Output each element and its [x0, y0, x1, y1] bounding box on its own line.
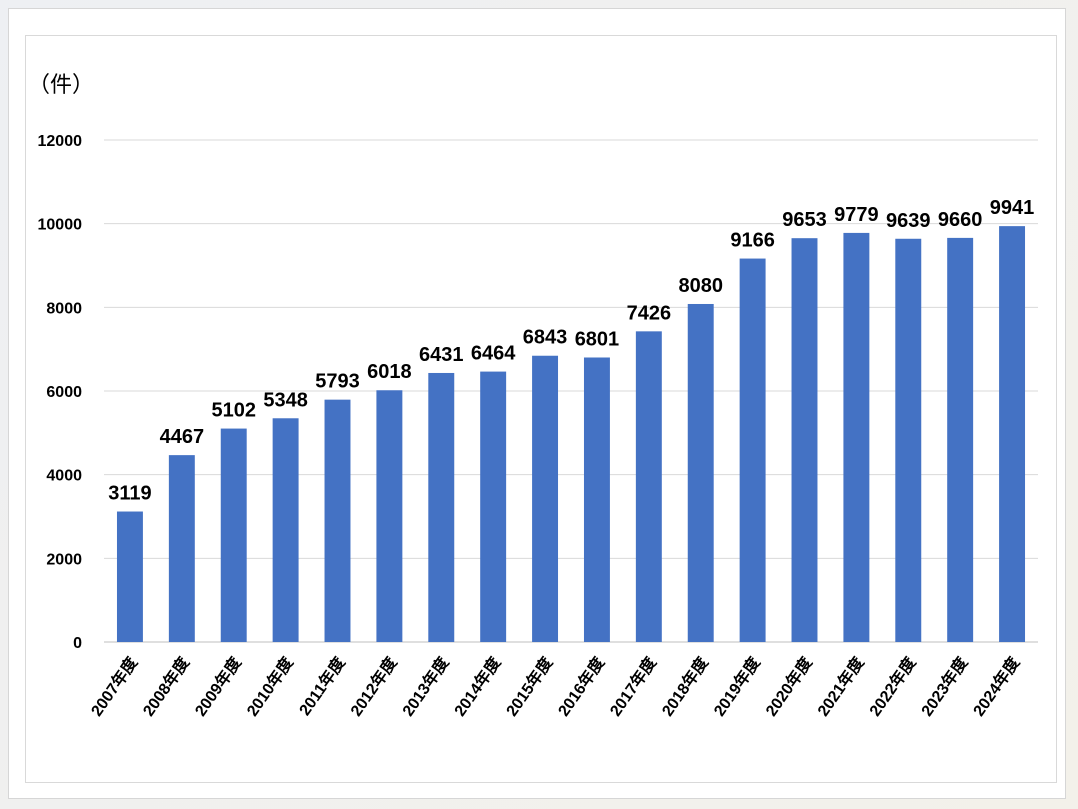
x-tick-label: 2021年度 — [813, 653, 868, 720]
x-tick-label: 2015年度 — [502, 653, 557, 720]
bar — [428, 372, 455, 642]
y-axis-ticks: 0 2000 4000 6000 8000 10000 12000 — [38, 133, 83, 652]
x-tick-label: 2017年度 — [606, 653, 661, 720]
y-unit-label: （件） — [28, 72, 94, 97]
bar — [687, 303, 714, 642]
data-label: 6843 — [523, 327, 568, 349]
chart-area: （件） 0 2000 4000 6000 8000 10000 12000 3119 4467… — [25, 35, 1057, 783]
y-tick-label: 8000 — [46, 300, 82, 317]
data-label: 7426 — [627, 302, 672, 324]
data-label: 6018 — [367, 361, 412, 383]
data-label: 4467 — [160, 426, 205, 448]
data-label: 5102 — [211, 400, 256, 422]
y-tick-label: 4000 — [46, 468, 82, 485]
x-tick-label: 2014年度 — [450, 653, 505, 720]
data-label: 5793 — [315, 371, 360, 393]
bar — [843, 232, 870, 642]
data-label: 8080 — [678, 275, 723, 297]
y-tick-label: 6000 — [46, 384, 82, 401]
bar — [272, 418, 299, 642]
x-tick-label: 2022年度 — [865, 653, 920, 720]
data-label: 6431 — [419, 344, 464, 366]
x-tick-label: 2016年度 — [554, 653, 609, 720]
y-tick-label: 0 — [73, 635, 82, 652]
x-tick-label: 2024年度 — [969, 653, 1024, 720]
bar — [220, 428, 247, 642]
bar — [791, 238, 818, 642]
data-label: 9779 — [834, 204, 879, 226]
bars — [116, 226, 1026, 642]
y-tick-label: 2000 — [46, 551, 82, 568]
x-tick-label: 2009年度 — [191, 653, 246, 720]
gridlines — [104, 139, 1038, 643]
x-tick-label: 2023年度 — [917, 653, 972, 720]
bar — [168, 455, 195, 642]
data-label: 9660 — [938, 209, 983, 231]
bar — [480, 371, 507, 642]
bar — [116, 511, 143, 642]
x-tick-label: 2019年度 — [710, 653, 765, 720]
x-tick-label: 2010年度 — [243, 653, 298, 720]
bar — [999, 226, 1026, 642]
bar — [532, 355, 559, 642]
bar-chart: （件） 0 2000 4000 6000 8000 10000 12000 3119 4467… — [28, 72, 1038, 720]
x-tick-label: 2008年度 — [139, 653, 194, 720]
x-tick-label: 2020年度 — [761, 653, 816, 720]
bar — [635, 331, 662, 642]
data-label: 5348 — [263, 389, 308, 411]
bar — [376, 390, 403, 642]
data-label: 3119 — [108, 483, 151, 505]
y-tick-label: 10000 — [38, 217, 83, 234]
data-label: 6464 — [471, 343, 516, 365]
bar — [895, 238, 922, 642]
slide-frame: （件） 0 2000 4000 6000 8000 10000 12000 3119 4467… — [8, 8, 1066, 799]
data-label: 6801 — [575, 328, 620, 350]
x-tick-label: 2011年度 — [295, 653, 349, 719]
data-label: 9941 — [990, 197, 1035, 219]
bar — [583, 357, 610, 642]
bar — [324, 399, 351, 642]
y-tick-label: 12000 — [38, 133, 83, 150]
x-axis-ticks: 2007年度 2008年度 2009年度 2010年度 2011年度 2012年度 2013… — [87, 653, 1024, 720]
data-labels: 3119 4467 5102 5348 5793 6018 6431 6464 6843 6801… — [108, 197, 1034, 504]
data-label: 9653 — [782, 209, 827, 231]
x-tick-label: 2018年度 — [658, 653, 713, 720]
bar — [739, 258, 766, 642]
x-tick-label: 2013年度 — [398, 653, 453, 720]
x-tick-label: 2007年度 — [87, 653, 142, 720]
data-label: 9639 — [886, 210, 931, 232]
x-tick-label: 2012年度 — [346, 653, 401, 720]
bar — [947, 237, 974, 642]
data-label: 9166 — [730, 230, 775, 252]
